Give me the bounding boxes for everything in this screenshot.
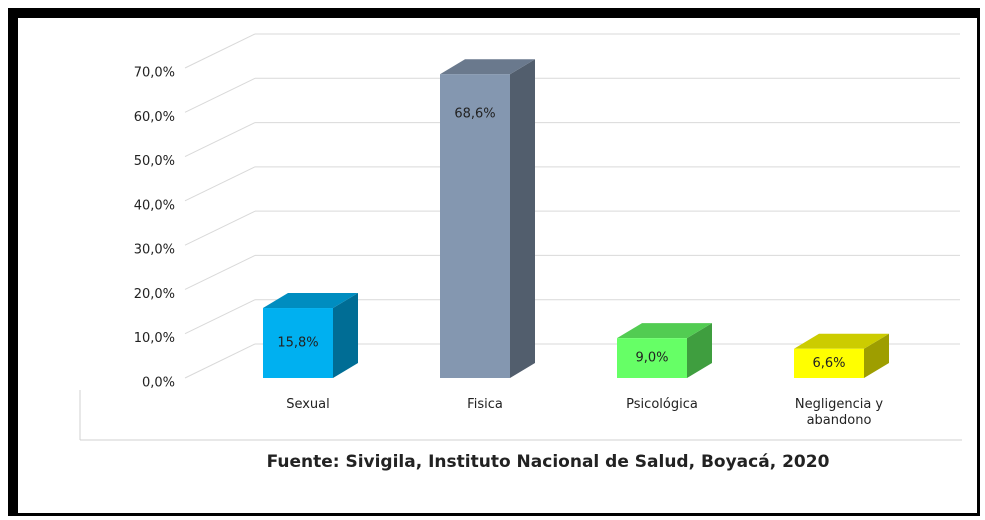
- bar-side: [333, 293, 358, 378]
- bar: [617, 338, 687, 378]
- bar: [794, 348, 864, 378]
- bar-top: [440, 59, 535, 75]
- grid-line: [184, 210, 256, 246]
- value-label: 15,8%: [277, 336, 318, 351]
- bar-side: [510, 59, 535, 378]
- grid-line: [184, 77, 256, 113]
- y-tick-label: 40,0%: [134, 198, 175, 213]
- frame-right: [977, 8, 980, 516]
- bar-top: [617, 323, 712, 339]
- frame-bottom: [8, 513, 980, 516]
- x-tick-label: Sexual: [286, 397, 330, 412]
- grid-line: [184, 254, 256, 290]
- grid-line: [184, 122, 256, 158]
- value-label: 6,6%: [812, 356, 845, 371]
- x-tick-label: Negligencia y abandono: [794, 397, 884, 428]
- y-tick-label: 50,0%: [134, 154, 175, 169]
- y-tick-label: 10,0%: [134, 331, 175, 346]
- y-tick-label: 60,0%: [134, 110, 175, 125]
- bar: [263, 308, 333, 378]
- bar-side: [864, 333, 889, 378]
- x-tick-label: Fisica: [467, 397, 503, 412]
- y-tick-label: 70,0%: [134, 66, 175, 81]
- y-tick-label: 30,0%: [134, 243, 175, 258]
- value-label: 68,6%: [454, 107, 495, 122]
- y-tick-label: 20,0%: [134, 287, 175, 302]
- y-tick-label: 0,0%: [142, 376, 175, 391]
- grid-line: [184, 299, 256, 335]
- bar-side: [687, 323, 712, 378]
- frame-left: [8, 8, 18, 516]
- bar-top: [794, 333, 889, 349]
- grid-line: [184, 33, 256, 69]
- grid-line: [184, 343, 256, 379]
- grid-line: [184, 166, 256, 202]
- frame-top: [8, 8, 980, 18]
- source-note: Fuente: Sivigila, Instituto Nacional de …: [267, 452, 830, 472]
- bar-top: [263, 293, 358, 309]
- value-label: 9,0%: [635, 351, 668, 366]
- bar: [440, 74, 510, 378]
- x-tick-label: Psicológica: [626, 397, 698, 412]
